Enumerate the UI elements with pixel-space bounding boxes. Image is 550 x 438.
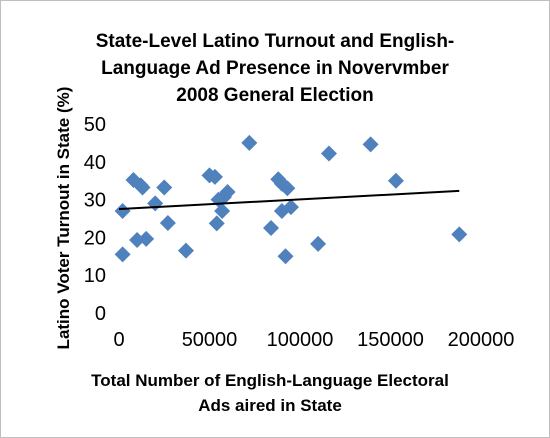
data-point	[177, 242, 194, 259]
y-tick-label: 30	[84, 190, 106, 212]
data-point	[114, 202, 131, 219]
x-tick-label: 100000	[267, 329, 334, 351]
data-point	[279, 180, 296, 197]
data-point	[451, 226, 468, 243]
x-tick-label: 0	[113, 329, 124, 351]
data-points	[114, 134, 468, 265]
x-axis-label: Total Number of English-Language Elector…	[91, 371, 449, 415]
data-point	[263, 219, 280, 236]
data-point	[277, 248, 294, 265]
data-point	[114, 246, 131, 263]
y-tick-label: 10	[84, 265, 106, 287]
data-point	[320, 145, 337, 162]
data-point	[362, 136, 379, 153]
data-point	[208, 215, 225, 232]
chart-title: State-Level Latino Turnout and English- …	[95, 31, 455, 106]
data-point	[282, 199, 299, 216]
data-point	[387, 172, 404, 189]
data-point	[241, 134, 258, 151]
y-tick-label: 20	[84, 227, 106, 249]
y-tick-label: 40	[84, 152, 106, 174]
y-tick-label: 50	[84, 114, 106, 136]
trendline	[118, 189, 460, 211]
x-tick-label: 200000	[448, 329, 515, 351]
x-tick-label: 50000	[182, 329, 238, 351]
data-point	[147, 195, 164, 212]
data-point	[310, 235, 327, 252]
data-point	[159, 215, 176, 232]
y-tick-labels: 0 10 20 30 40 50	[84, 114, 106, 325]
data-point	[156, 179, 173, 196]
data-point	[138, 230, 155, 247]
x-tick-labels: 0 50000 100000 150000 200000	[113, 329, 514, 351]
data-point	[134, 179, 151, 196]
data-point	[206, 168, 223, 185]
x-tick-label: 150000	[357, 329, 424, 351]
data-point	[219, 184, 236, 201]
y-tick-label: 0	[95, 303, 106, 325]
data-point	[214, 202, 231, 219]
